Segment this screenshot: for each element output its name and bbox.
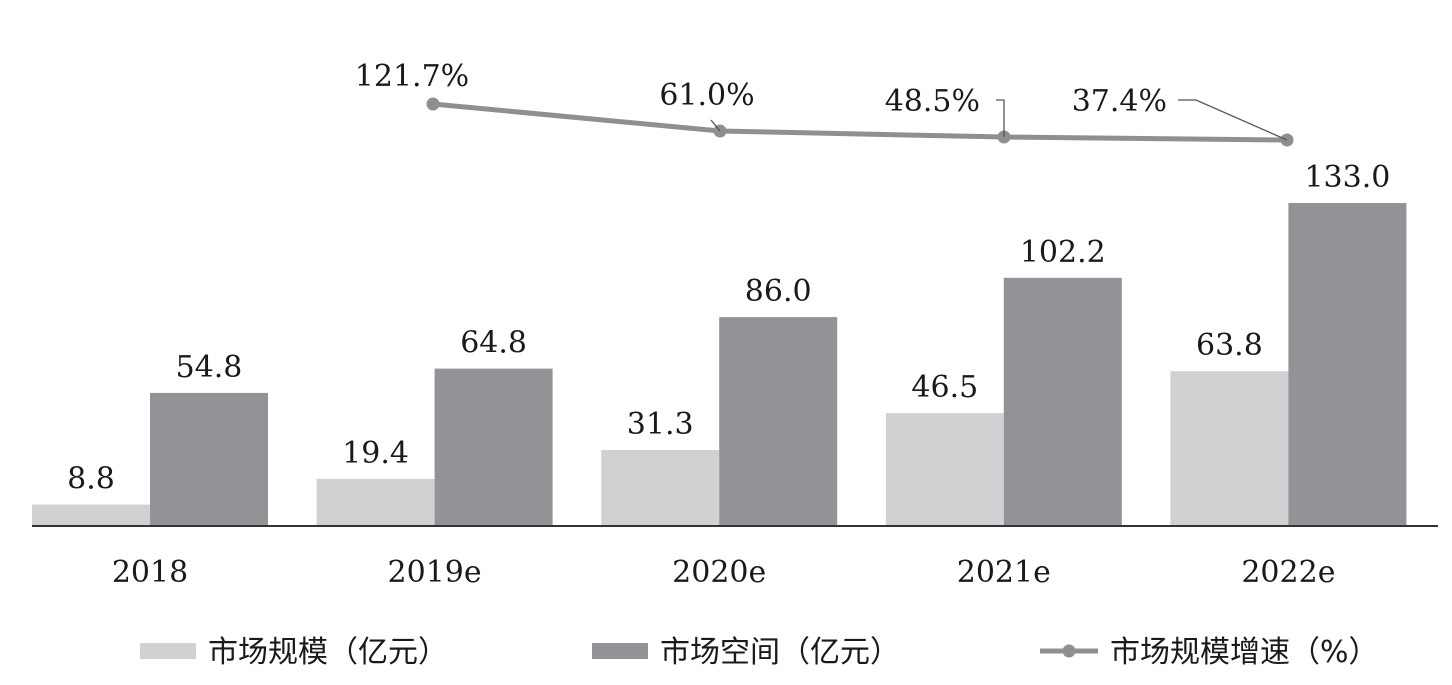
data-label-market-size-2019e: 19.4 — [342, 436, 409, 471]
growth-point-2019e — [426, 97, 440, 111]
data-label-market-size-2022e: 63.8 — [1196, 328, 1263, 363]
data-label-market-space-2020e: 86.0 — [745, 274, 812, 309]
legend-label: 市场空间（亿元） — [660, 635, 900, 670]
legend-item-growth: 市场规模增速（%） — [1040, 635, 1379, 670]
x-tick-label-2021e: 2021e — [957, 555, 1051, 590]
data-label-market-size-2020e: 31.3 — [627, 407, 694, 442]
bar-market-space-2021e — [1003, 277, 1122, 526]
x-tick-label-2022e: 2022e — [1241, 555, 1335, 590]
growth-label-2019e: 121.7% — [355, 59, 469, 94]
labels-layer: 8.8 54.8 2018 19.4 64.8 2019e 31.3 86.0 2020e 46.… — [67, 59, 1390, 590]
growth-line — [430, 101, 1290, 143]
legend-item-market-space: 市场空间（亿元） — [592, 635, 900, 670]
legend-swatch-marker — [1062, 644, 1076, 658]
leader-line-2020e — [710, 119, 721, 132]
data-label-market-space-2018: 54.8 — [176, 350, 243, 385]
growth-label-2022e: 37.4% — [1072, 84, 1167, 119]
bar-market-size-2020e — [601, 450, 720, 526]
legend-item-market-size: 市场规模（亿元） — [140, 635, 448, 670]
legend-swatch — [140, 643, 196, 659]
data-label-market-size-2018: 8.8 — [67, 462, 115, 497]
bar-market-size-2021e — [885, 413, 1004, 526]
bar-market-space-2022e — [1288, 203, 1407, 526]
legend-swatch — [592, 643, 648, 659]
bar-market-space-2020e — [719, 317, 838, 526]
x-tick-label-2020e: 2020e — [672, 555, 766, 590]
bars-layer — [32, 203, 1407, 526]
legend-label: 市场规模（亿元） — [208, 635, 448, 670]
data-label-market-space-2019e: 64.8 — [460, 326, 527, 361]
data-label-market-space-2022e: 133.0 — [1304, 160, 1390, 195]
leader-line-2022e — [1178, 99, 1288, 141]
data-label-market-space-2021e: 102.2 — [1020, 235, 1106, 270]
bar-market-space-2019e — [434, 368, 553, 526]
legend-label: 市场规模增速（%） — [1110, 635, 1379, 670]
bar-market-size-2022e — [1170, 371, 1289, 526]
bar-market-space-2018 — [150, 392, 268, 526]
growth-line-layer — [426, 97, 1294, 147]
x-tick-label-2019e: 2019e — [388, 555, 482, 590]
bar-market-size-2019e — [316, 478, 435, 526]
x-tick-label-2018: 2018 — [112, 555, 188, 590]
bar-market-size-2018 — [32, 504, 150, 526]
leader-line-2021e — [996, 99, 1005, 137]
growth-label-2021e: 48.5% — [885, 84, 980, 119]
growth-label-2020e: 61.0% — [659, 78, 754, 113]
legend: 市场规模（亿元） 市场空间（亿元） 市场规模增速（%） — [140, 635, 1379, 670]
data-label-market-size-2021e: 46.5 — [911, 370, 978, 405]
